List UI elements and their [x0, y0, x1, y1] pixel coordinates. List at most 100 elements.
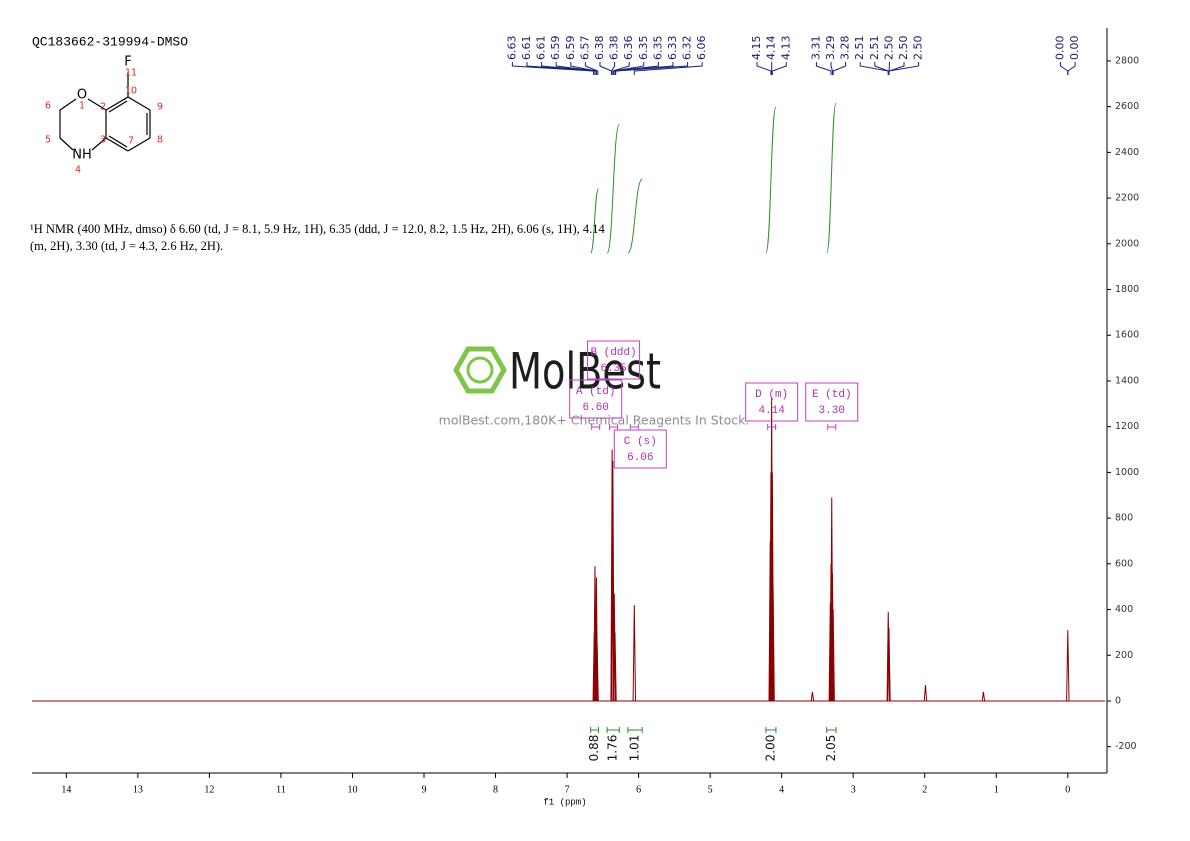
watermark: MolBest molBest.com,180K+ Chemical Reagen…: [439, 343, 750, 428]
peak-label-connector: [830, 62, 833, 75]
peak-label: 6.61: [535, 36, 548, 61]
peak-label: 2.50: [897, 36, 910, 61]
peak-label: 6.36: [622, 36, 635, 61]
x-tick-label: 1: [994, 784, 999, 795]
peak: [810, 691, 815, 702]
multiplet-box: [569, 379, 623, 419]
peak-label: 0.00: [1054, 36, 1067, 61]
watermark-logo-ring: [466, 356, 494, 384]
multiplet-shift: 3.30: [819, 405, 845, 417]
multiplet-marker: [629, 424, 639, 430]
integral-curve: [627, 178, 643, 254]
y-tick-label: -200: [1115, 741, 1137, 752]
peak: [771, 586, 775, 701]
atom-number: 6: [45, 101, 51, 112]
peak-label: 6.35: [651, 36, 664, 61]
y-tick-label: 1400: [1115, 375, 1139, 386]
multiplet-marker: [609, 424, 619, 430]
multiplet-name: D (m): [755, 389, 788, 401]
integral-label: 2.05: [824, 735, 838, 762]
nmr-description: ¹H NMR (400 MHz, dmso) δ 6.60 (td, J = 8…: [30, 222, 605, 253]
peak-label: 2.50: [912, 36, 925, 61]
multiplet-box: [613, 429, 667, 469]
x-tick-label: 0: [1065, 784, 1070, 795]
peak: [632, 604, 637, 701]
peak-label-connector: [613, 62, 659, 75]
multiplet-name: A (td): [576, 386, 616, 398]
atom-number: 8: [157, 135, 163, 146]
structure-bonds: [59, 72, 151, 152]
peak-label: 4.14: [765, 36, 778, 61]
watermark-name: MolBest: [509, 343, 661, 401]
integral-curve: [590, 188, 600, 254]
multiplet-name: E (td): [812, 389, 852, 401]
peak-label-connector: [815, 62, 832, 75]
peak-label-connector: [599, 62, 612, 75]
y-tick-label: 400: [1115, 604, 1133, 615]
y-tick-label: 800: [1115, 513, 1133, 524]
y-tick-label: 1600: [1115, 330, 1139, 341]
peak-label-connector: [771, 62, 787, 75]
multiplet-marker: [767, 424, 777, 430]
multiplet-shift: 6.35: [600, 363, 626, 375]
peak: [1066, 630, 1070, 702]
peak: [923, 684, 928, 702]
x-tick-label: 14: [61, 784, 71, 795]
peak-label-connector: [541, 62, 596, 75]
x-tick-label: 2: [922, 784, 927, 795]
peak-label: 4.13: [779, 36, 792, 61]
peak-label-connector: [584, 62, 599, 75]
peak-label-connector: [633, 62, 703, 75]
chart-title: QC183662-319994-DMSO: [32, 34, 188, 49]
peak-label-connector: [888, 62, 920, 75]
y-tick-label: 0: [1115, 695, 1121, 706]
x-tick-label: 10: [347, 784, 357, 795]
peak: [831, 609, 835, 701]
integral-label: 1.76: [606, 735, 620, 762]
integral-bracket: [606, 727, 620, 733]
x-tick-label: 7: [565, 784, 570, 795]
atom-number: 2: [100, 102, 106, 113]
integral-curve: [606, 124, 620, 254]
peak-label: 6.33: [666, 36, 679, 61]
peak-label-connector: [1067, 62, 1076, 75]
integral-bracket: [765, 727, 777, 733]
peak-label: 2.51: [868, 36, 881, 61]
peak-label-connector: [832, 62, 847, 75]
integral-curve: [765, 106, 777, 254]
multiplet-shift: 4.14: [758, 405, 785, 417]
peak-label-connector: [859, 62, 889, 75]
peak-label-connector: [756, 62, 772, 75]
multiplet-name: B (ddd): [590, 347, 636, 359]
peak-label-connector: [511, 62, 595, 75]
peak-label: 3.28: [839, 36, 852, 61]
peak-label-connector: [614, 62, 674, 75]
watermark-logo: [453, 346, 507, 394]
multiplet-shift: 6.06: [627, 452, 653, 464]
y-tick-label: 2400: [1115, 147, 1139, 158]
peak-label-connector: [1060, 62, 1069, 75]
peak-label: 0.00: [1068, 36, 1081, 61]
atom-label: NH: [72, 148, 92, 163]
y-tick-label: 1000: [1115, 467, 1139, 478]
peak: [981, 691, 986, 702]
atom-label: O: [77, 88, 87, 103]
peak-label: 6.61: [520, 36, 533, 61]
peak-label-connector: [615, 62, 689, 75]
multiplet-shift: 6.60: [582, 402, 608, 414]
peak-label: 3.31: [809, 36, 822, 61]
multiplet-name: C (s): [624, 436, 657, 448]
y-tick-label: 2600: [1115, 101, 1139, 112]
peak-label: 6.35: [637, 36, 650, 61]
integral-label: 2.00: [763, 735, 777, 762]
multiplet-marker: [591, 424, 601, 430]
peak-label-connector: [612, 62, 630, 75]
peak-label-connector: [610, 62, 616, 75]
x-tick-label: 8: [493, 784, 498, 795]
integral-bracket: [627, 727, 643, 733]
peak: [830, 572, 835, 701]
x-tick-label: 5: [708, 784, 713, 795]
atom-number: 5: [45, 135, 51, 146]
peak-label: 6.59: [564, 36, 577, 61]
